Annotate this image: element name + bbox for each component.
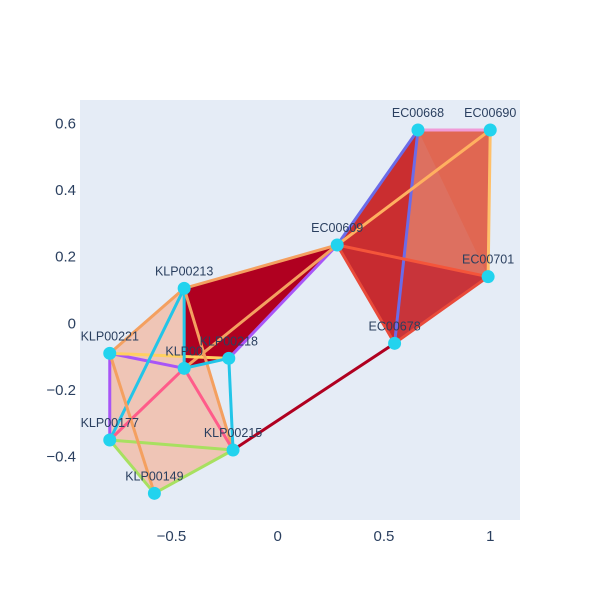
x-tick-label: −0.5 bbox=[157, 528, 187, 545]
edge-KLP00177-KLP00149 bbox=[108, 438, 156, 495]
edge-KLP00149-KLP00215 bbox=[152, 448, 235, 495]
edge-KLP00215-EC00678 bbox=[231, 341, 397, 452]
x-tick-label: 0.5 bbox=[374, 528, 395, 545]
node-EC00701[interactable] bbox=[481, 270, 495, 284]
node-label-KLP00213: KLP00213 bbox=[155, 264, 213, 278]
edge-KLP00xxx-EC00609 bbox=[182, 243, 339, 370]
node-KLP00177[interactable] bbox=[103, 433, 117, 447]
edge-KLP00218-EC00609 bbox=[227, 243, 339, 360]
edge-EC00609-EC00678 bbox=[335, 243, 397, 345]
node-KLP00215[interactable] bbox=[226, 443, 240, 457]
edge-KLP00221-KLP00218 bbox=[108, 351, 231, 360]
edge-EC00609-EC00701 bbox=[335, 243, 490, 279]
edge-KLP00213-KLP00177 bbox=[108, 286, 186, 442]
node-label-KLP00xxx: KLP00 bbox=[165, 344, 203, 358]
edge-KLP00213-KLP00215 bbox=[182, 286, 235, 452]
node-KLP00xxx[interactable] bbox=[177, 361, 191, 375]
edge-KLP00xxx-KLP00177 bbox=[108, 366, 186, 442]
node-EC00678[interactable] bbox=[388, 336, 402, 350]
node-label-EC00690: EC00690 bbox=[464, 106, 516, 120]
node-label-KLP00215: KLP00215 bbox=[204, 426, 262, 440]
node-label-EC00678: EC00678 bbox=[369, 319, 421, 333]
edge-EC00701-EC00678 bbox=[393, 275, 490, 345]
edge-EC00668-EC00678 bbox=[393, 128, 420, 345]
node-label-KLP00177: KLP00177 bbox=[81, 416, 139, 430]
node-KLP00149[interactable] bbox=[147, 486, 161, 500]
node-EC00668[interactable] bbox=[411, 123, 425, 137]
node-labels-layer: EC00668 EC00690 EC00609 EC00701 EC00678 KLP00… bbox=[81, 106, 517, 483]
x-tick-label: 1 bbox=[486, 528, 494, 545]
edge-EC00668-EC00609 bbox=[335, 128, 420, 247]
node-label-KLP00218: KLP00218 bbox=[200, 334, 258, 348]
node-KLP00218[interactable] bbox=[222, 351, 236, 365]
y-tick-label: 0.2 bbox=[55, 249, 76, 266]
edge-KLP00xxx-KLP00218 bbox=[182, 356, 231, 370]
y-tick-label: 0.4 bbox=[55, 182, 76, 199]
nodes-layer bbox=[103, 123, 497, 500]
edge-EC00690-EC00701 bbox=[486, 128, 492, 279]
edge-KLP00221-KLP00149 bbox=[108, 351, 156, 495]
node-label-EC00668: EC00668 bbox=[392, 106, 444, 120]
edge-KLP00213-EC00609 bbox=[182, 243, 339, 290]
node-label-EC00701: EC00701 bbox=[462, 253, 514, 267]
node-KLP00213[interactable] bbox=[177, 281, 191, 295]
edge-KLP00xxx-KLP00215 bbox=[182, 366, 235, 452]
edges-layer bbox=[108, 128, 492, 495]
x-axis-ticks: −0.5 0 0.5 1 bbox=[157, 528, 495, 545]
edge-KLP00221-KLP00213 bbox=[108, 286, 186, 355]
edge-KLP00177-KLP00215 bbox=[108, 438, 235, 452]
y-tick-label: −0.4 bbox=[46, 449, 76, 466]
node-KLP00221[interactable] bbox=[103, 346, 117, 360]
node-label-KLP00221: KLP00221 bbox=[81, 329, 139, 343]
node-label-KLP00149: KLP00149 bbox=[125, 469, 183, 483]
y-axis-ticks: −0.4 −0.2 0 0.2 0.4 0.6 bbox=[46, 115, 76, 465]
x-tick-label: 0 bbox=[274, 528, 282, 545]
y-tick-label: −0.2 bbox=[46, 382, 76, 399]
node-EC00690[interactable] bbox=[483, 123, 497, 137]
edge-KLP00218-KLP00215 bbox=[227, 356, 235, 452]
edge-EC00690-EC00609 bbox=[335, 128, 492, 247]
node-label-EC00609: EC00609 bbox=[311, 221, 363, 235]
y-tick-label: 0.6 bbox=[55, 115, 76, 132]
y-tick-label: 0 bbox=[68, 315, 76, 332]
node-EC00609[interactable] bbox=[330, 238, 344, 252]
